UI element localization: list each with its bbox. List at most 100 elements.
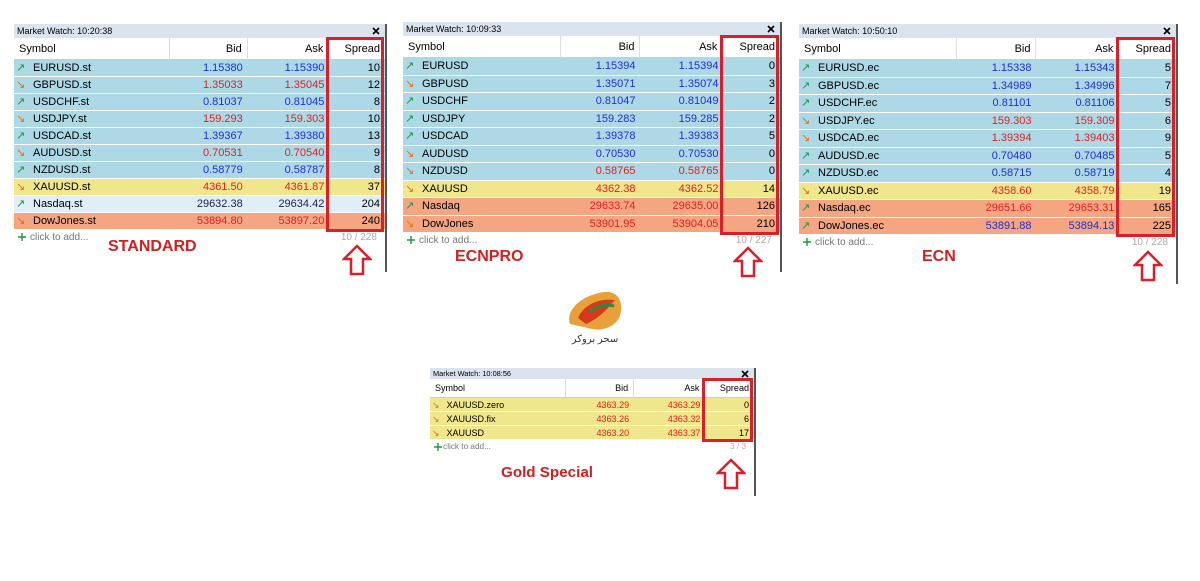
close-button[interactable] [371,26,381,36]
trend-arrow: ↗ [801,62,811,74]
ask-cell: 1.15343 [1074,62,1115,74]
ask-cell: 1.34996 [1074,79,1115,92]
ask-cell: 159.303 [284,113,325,125]
symbol-cell: XAUUSD [422,182,468,195]
click-to-add[interactable]: click to add... [815,237,874,248]
symbol-cell: DowJones.ec [818,219,885,232]
trend-arrow: ↗ [405,60,415,72]
row [14,196,385,213]
symbol-cell: EURUSD.st [33,62,92,74]
trend-arrow: ↗ [801,202,811,214]
add-icon [17,232,27,242]
bid-cell: 29633.74 [589,200,636,212]
close-button[interactable] [1162,26,1172,36]
pointer-arrow [342,244,372,276]
spread-cell: 126 [756,200,775,212]
trend-arrow: ↘ [16,113,26,125]
trend-arrow: ↗ [16,198,26,210]
header-row [430,379,754,398]
spread-cell: 6 [1164,114,1171,127]
trend-arrow: ↘ [405,165,415,177]
row [14,162,385,179]
ask-cell: 4363.29 [667,399,701,410]
symbol-cell: Nasdaq.st [33,198,83,210]
trend-arrow: ↗ [16,164,26,176]
ask-cell: 0.70540 [284,147,325,159]
column-header: Bid [957,38,1037,60]
bid-cell: 1.15338 [991,62,1032,74]
bid-cell: 53894.80 [196,215,243,227]
trend-arrow: ↗ [16,96,26,108]
row [14,213,385,230]
symbol-cell: USDCHF.st [33,96,90,108]
ask-cell: 0.58719 [1074,167,1115,179]
ask-cell: 0.58787 [284,164,325,176]
ask-cell: 4363.32 [667,413,701,424]
symbol-cell: XAUUSD.zero [446,399,505,410]
spread-cell: 13 [367,130,380,142]
bid-cell: 4361.50 [202,181,243,193]
bid-cell: 1.39394 [991,132,1032,144]
row [799,95,1176,113]
bid-cell: 0.81047 [595,95,636,107]
spread-cell: 2 [768,112,775,125]
section-label: STANDARD [108,238,197,255]
click-to-add[interactable]: click to add... [443,441,491,451]
bid-cell: 29651.66 [985,202,1032,214]
spread-cell: 204 [361,198,380,210]
symbol-count: 10 / 228 [1131,237,1168,248]
column-header: Ask [641,36,724,58]
click-to-add[interactable]: click to add... [419,235,478,246]
symbol-count: 10 / 227 [735,235,772,246]
trend-arrow: ↘ [801,114,811,127]
spread-cell: 7 [1164,79,1171,92]
title-bar: Market Watch: 10:50:10 [799,24,1176,38]
column-header: Bid [170,38,248,60]
section-label: ECN [922,248,956,265]
trend-arrow: ↘ [16,79,26,91]
row [403,75,780,93]
spread-cell: 8 [373,96,380,108]
row [430,411,754,426]
spread-cell: 4 [1164,167,1171,179]
symbol-cell: XAUUSD.fix [446,413,496,424]
row [403,163,780,181]
close-button[interactable] [766,24,776,34]
symbol-cell: EURUSD [422,60,469,72]
bid-cell: 159.293 [202,113,243,125]
row [403,180,780,198]
row [403,198,780,216]
row [14,128,385,145]
row [403,128,780,146]
spread-cell: 37 [367,181,380,193]
bid-cell: 53891.88 [985,219,1032,232]
bid-cell: 159.303 [991,114,1032,127]
symbol-cell: USDCHF [422,95,468,107]
bid-cell: 0.70531 [202,147,243,159]
pointer-arrow [716,458,746,490]
column-header: Ask [248,38,330,60]
ask-cell: 53904.05 [672,217,719,230]
trend-arrow: ↗ [405,95,415,107]
bid-cell: 53901.95 [589,217,636,230]
column-header: Spread [344,43,380,55]
spread-cell: 5 [1164,62,1171,74]
row [430,425,754,440]
spread-cell: 210 [756,217,775,230]
trend-arrow: ↘ [432,427,440,438]
click-to-add[interactable]: click to add... [30,232,89,243]
spread-cell: 17 [738,427,749,438]
ask-cell: 1.39380 [284,130,325,142]
spread-cell: 5 [1164,149,1171,162]
ask-cell: 1.35074 [678,77,719,90]
ask-cell: 1.35045 [284,79,325,91]
row [403,93,780,111]
spread-cell: 5 [768,130,775,142]
trend-arrow: ↗ [405,130,415,142]
bid-cell: 1.34989 [991,79,1032,92]
row [14,145,385,162]
close-button[interactable] [740,369,750,379]
column-header: Symbol [14,38,170,60]
spread-cell: 2 [768,95,775,107]
ask-cell: 0.81045 [284,96,325,108]
